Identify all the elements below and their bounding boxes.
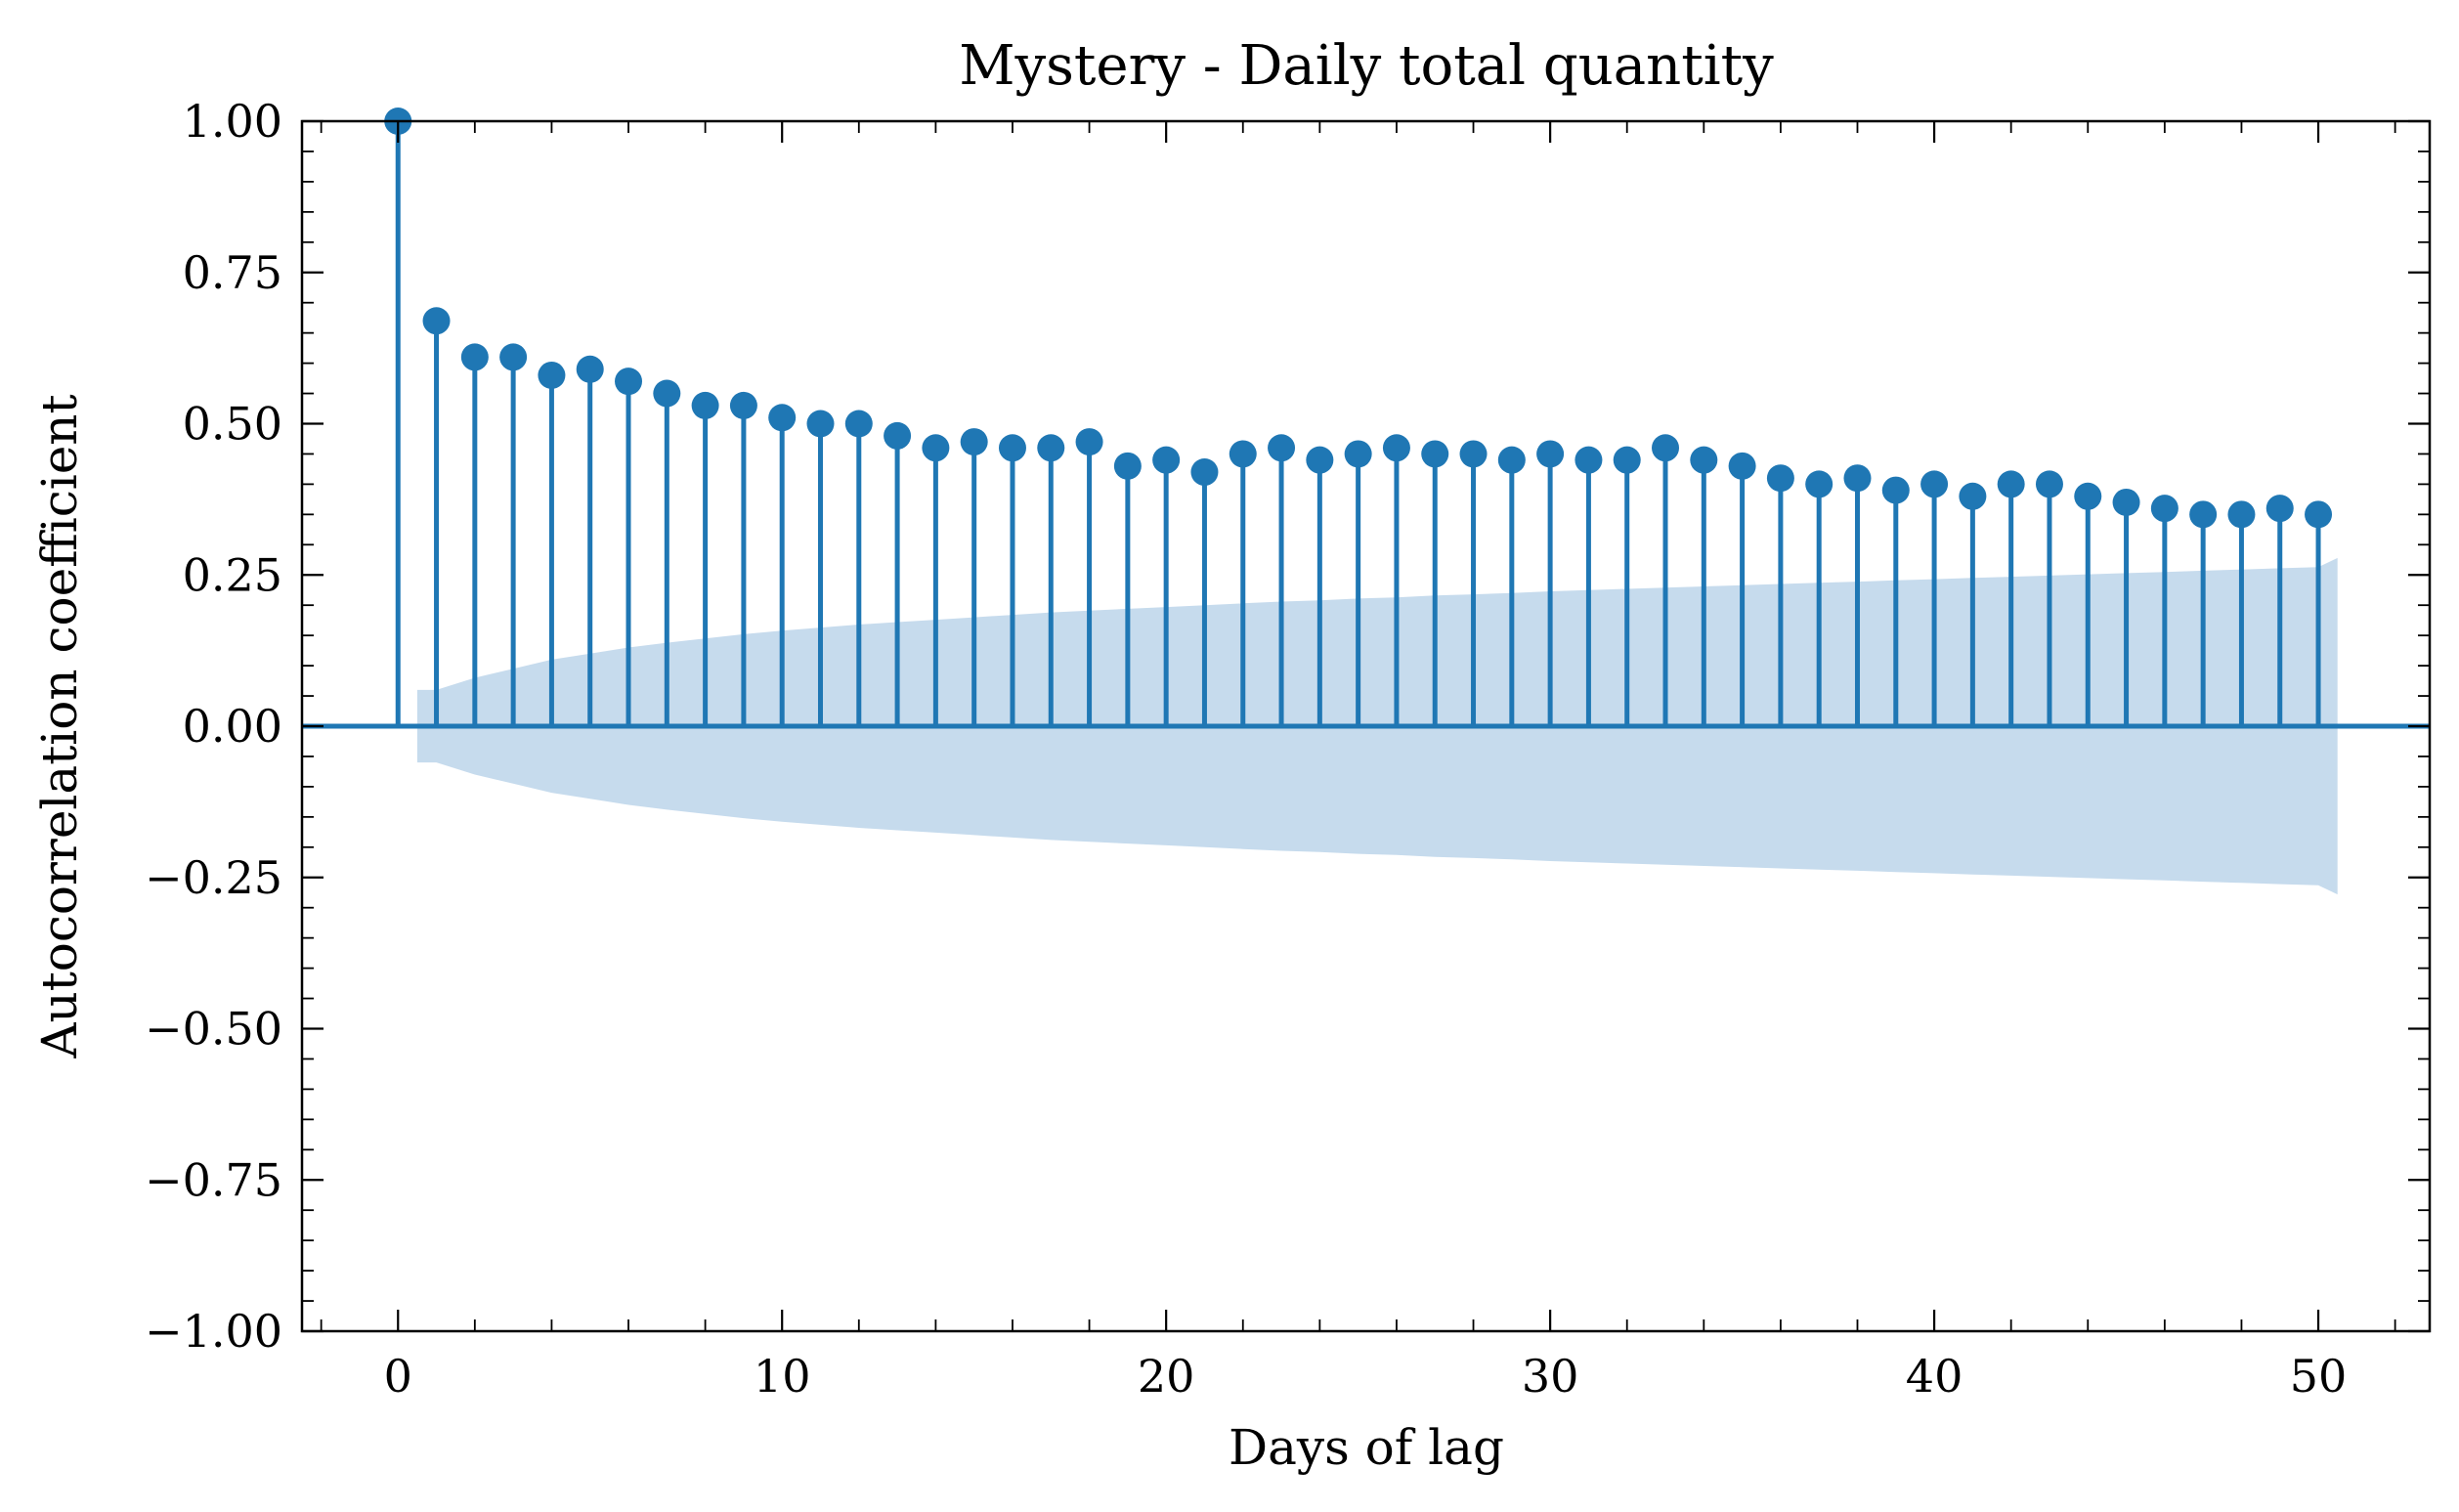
stem-marker-lag-33 bbox=[1652, 434, 1680, 462]
stem-marker-lag-50 bbox=[2305, 500, 2333, 529]
stem-marker-lag-47 bbox=[2189, 500, 2218, 529]
stem-marker-lag-46 bbox=[2150, 495, 2179, 523]
stem-marker-lag-40 bbox=[1920, 470, 1949, 498]
stem-marker-lag-16 bbox=[998, 434, 1026, 462]
stem-marker-lag-28 bbox=[1459, 440, 1488, 468]
stem-marker-lag-42 bbox=[1997, 470, 2025, 498]
stem-marker-lag-14 bbox=[922, 434, 950, 462]
stem-marker-lag-22 bbox=[1229, 440, 1257, 468]
y-tick-label: −1.00 bbox=[145, 1305, 282, 1358]
y-tick-label: 0.00 bbox=[183, 700, 282, 753]
stem-marker-lag-32 bbox=[1613, 446, 1641, 474]
stem-marker-lag-25 bbox=[1344, 440, 1372, 468]
stem-marker-lag-13 bbox=[884, 421, 912, 450]
stem-marker-lag-20 bbox=[1152, 446, 1181, 474]
stem-marker-lag-35 bbox=[1728, 452, 1756, 480]
stem-marker-lag-45 bbox=[2112, 488, 2140, 516]
stem-marker-lag-15 bbox=[960, 428, 988, 456]
stem-marker-lag-43 bbox=[2035, 470, 2063, 498]
stem-marker-lag-39 bbox=[1881, 476, 1910, 504]
stem-marker-lag-1 bbox=[422, 307, 451, 335]
stem-marker-lag-21 bbox=[1190, 458, 1219, 487]
stem-marker-lag-3 bbox=[499, 343, 528, 371]
stem-marker-lag-49 bbox=[2265, 495, 2294, 523]
y-tick-label: 0.75 bbox=[183, 246, 282, 299]
stem-marker-lag-38 bbox=[1843, 464, 1872, 493]
y-tick-label: 0.25 bbox=[183, 548, 282, 601]
y-tick-label: −0.50 bbox=[145, 1003, 282, 1056]
stem-marker-lag-8 bbox=[691, 391, 719, 419]
stem-marker-lag-11 bbox=[806, 410, 835, 438]
stem-marker-lag-9 bbox=[729, 391, 757, 419]
y-tick-label: 0.50 bbox=[183, 398, 282, 451]
stem-marker-lag-12 bbox=[844, 410, 873, 438]
stem-marker-lag-31 bbox=[1575, 446, 1603, 474]
stem-marker-lag-6 bbox=[615, 367, 643, 396]
stem-marker-lag-7 bbox=[653, 379, 681, 408]
x-axis-label: Days of lag bbox=[1229, 1419, 1504, 1476]
stem-marker-lag-24 bbox=[1306, 446, 1334, 474]
stem-marker-lag-26 bbox=[1382, 434, 1410, 462]
axes-layer: 0 10 20 30 40 50 1.00 0.75 0.50 0.25 0.00 −0.25 −0.5… bbox=[145, 95, 2432, 1403]
chart-title: Mystery - Daily total quantity bbox=[959, 34, 1774, 98]
stem-marker-lag-17 bbox=[1037, 434, 1065, 462]
stem-marker-lag-36 bbox=[1766, 464, 1794, 493]
x-tick-label: 20 bbox=[1138, 1350, 1195, 1403]
stem-marker-lag-23 bbox=[1268, 434, 1296, 462]
stem-marker-lag-27 bbox=[1421, 440, 1449, 468]
y-tick-label: −0.25 bbox=[145, 851, 282, 904]
stem-marker-lag-5 bbox=[576, 355, 604, 383]
stem-marker-lag-37 bbox=[1805, 470, 1833, 498]
x-tick-label: 10 bbox=[754, 1350, 811, 1403]
x-tick-label: 50 bbox=[2290, 1350, 2348, 1403]
stem-marker-lag-10 bbox=[768, 404, 797, 432]
stem-marker-lag-4 bbox=[538, 361, 566, 389]
stem-marker-lag-41 bbox=[1959, 482, 1987, 510]
stem-marker-lag-34 bbox=[1690, 446, 1718, 474]
stem-marker-lag-29 bbox=[1497, 446, 1526, 474]
stem-marker-lag-30 bbox=[1536, 440, 1565, 468]
stem-marker-lag-48 bbox=[2227, 500, 2256, 529]
stem-layer bbox=[302, 108, 2430, 729]
stem-marker-lag-44 bbox=[2074, 482, 2102, 510]
x-tick-label: 40 bbox=[1906, 1350, 1963, 1403]
y-tick-label: −0.75 bbox=[145, 1153, 282, 1206]
x-tick-label: 0 bbox=[384, 1350, 412, 1403]
x-tick-label: 30 bbox=[1522, 1350, 1579, 1403]
stem-marker-lag-18 bbox=[1075, 428, 1103, 456]
y-axis-label: Autocorrelation coefficient bbox=[31, 394, 88, 1058]
stem-marker-lag-19 bbox=[1113, 452, 1142, 480]
stem-marker-lag-2 bbox=[460, 343, 489, 371]
y-tick-label: 1.00 bbox=[183, 95, 282, 148]
